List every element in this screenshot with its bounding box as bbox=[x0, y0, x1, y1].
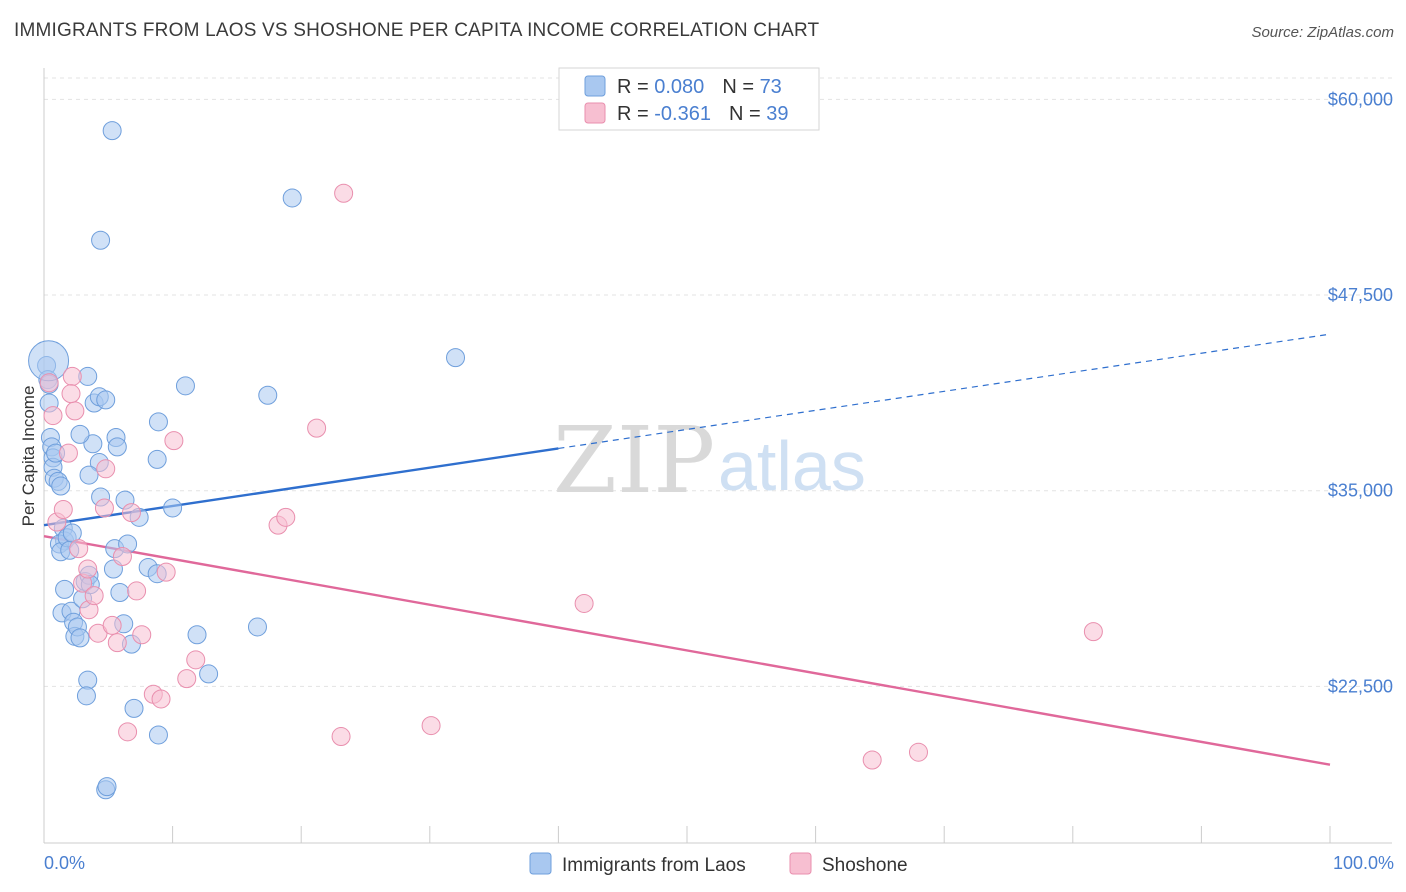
series-immigrants-from-laos-points bbox=[28, 121, 466, 800]
data-point bbox=[163, 498, 183, 518]
data-point bbox=[96, 459, 116, 479]
data-point bbox=[43, 406, 63, 426]
data-point bbox=[110, 582, 130, 602]
legend-r-label-pink: R = bbox=[617, 103, 654, 125]
x-minor-ticks bbox=[43, 826, 1331, 843]
legend-swatch-pink bbox=[584, 102, 606, 124]
data-point bbox=[51, 476, 71, 496]
grid-lines bbox=[44, 77, 1392, 687]
watermark-atlas: atlas bbox=[718, 427, 866, 505]
y-tick-label: $47,500 bbox=[1328, 285, 1393, 305]
series-legend-swatch-blue bbox=[529, 852, 552, 875]
data-point bbox=[186, 650, 206, 670]
legend-swatch-blue bbox=[584, 75, 606, 97]
y-axis-label: Per Capita Income bbox=[19, 386, 38, 527]
data-point bbox=[307, 418, 327, 438]
data-point bbox=[121, 503, 141, 523]
trend-line-blue bbox=[43, 447, 559, 527]
series-legend: Immigrants from Laos Shoshone bbox=[529, 852, 908, 876]
series-legend-label-blue: Immigrants from Laos bbox=[562, 855, 746, 876]
data-point bbox=[76, 686, 96, 706]
data-point bbox=[70, 424, 90, 444]
data-point bbox=[421, 716, 441, 736]
data-point bbox=[148, 412, 168, 432]
data-point bbox=[118, 722, 138, 742]
data-point bbox=[151, 689, 171, 709]
y-tick-labels: $22,500 $35,000 $47,500 $60,000 bbox=[1328, 89, 1393, 696]
data-point bbox=[132, 625, 152, 645]
data-point bbox=[164, 431, 184, 451]
legend-row-blue: R = 0.080 N = 73 bbox=[617, 76, 782, 98]
data-point bbox=[112, 546, 132, 566]
data-point bbox=[78, 559, 98, 579]
data-point bbox=[276, 507, 296, 527]
data-point bbox=[258, 385, 278, 405]
data-point bbox=[147, 449, 167, 469]
trend-lines bbox=[43, 333, 1331, 766]
legend-n-label-blue: N = bbox=[722, 76, 759, 98]
data-point bbox=[156, 562, 176, 582]
data-point bbox=[199, 664, 219, 684]
data-point bbox=[908, 742, 928, 762]
legend-r-value-blue: 0.080 bbox=[654, 76, 704, 98]
data-point bbox=[53, 500, 73, 520]
y-tick-label: $22,500 bbox=[1328, 676, 1393, 696]
x-tick-labels: 0.0% 100.0% bbox=[44, 853, 1394, 873]
data-point bbox=[331, 727, 351, 747]
watermark-zip: ZIP bbox=[553, 407, 715, 514]
series-legend-swatch-pink bbox=[789, 852, 812, 875]
data-point bbox=[1083, 622, 1103, 642]
data-point bbox=[127, 581, 147, 601]
data-point bbox=[247, 617, 267, 637]
y-tick-label: $60,000 bbox=[1328, 89, 1393, 109]
data-point bbox=[148, 725, 168, 745]
data-point bbox=[107, 437, 127, 457]
data-point bbox=[334, 183, 354, 203]
data-point bbox=[124, 698, 144, 718]
data-point bbox=[177, 669, 197, 689]
data-point bbox=[96, 390, 116, 410]
legend-row-pink: R = -0.361 N = 39 bbox=[617, 103, 788, 125]
series-shoshone-points bbox=[39, 183, 1103, 770]
data-point bbox=[187, 625, 207, 645]
legend-r-label-blue: R = bbox=[617, 76, 654, 98]
data-point bbox=[446, 348, 466, 368]
data-point bbox=[79, 465, 99, 485]
data-point bbox=[70, 628, 90, 648]
watermark: ZIP atlas bbox=[553, 407, 866, 514]
x-tick-label-max: 100.0% bbox=[1333, 853, 1394, 873]
data-point bbox=[282, 188, 302, 208]
legend-n-label-pink: N = bbox=[729, 103, 766, 125]
data-point bbox=[102, 615, 122, 635]
legend-r-value-pink: -0.361 bbox=[654, 103, 711, 125]
data-point bbox=[574, 593, 594, 613]
legend-n-value-blue: 73 bbox=[760, 76, 782, 98]
data-point bbox=[91, 230, 111, 250]
legend-n-value-pink: 39 bbox=[766, 103, 788, 125]
chart-title: IMMIGRANTS FROM LAOS VS SHOSHONE PER CAP… bbox=[14, 20, 820, 41]
data-point bbox=[69, 539, 89, 559]
correlation-legend: R = 0.080 N = 73 R = -0.361 N = 39 bbox=[558, 67, 820, 131]
data-point bbox=[97, 777, 117, 797]
x-tick-label-min: 0.0% bbox=[44, 853, 85, 873]
trend-line-pink bbox=[43, 534, 1331, 766]
data-point bbox=[58, 443, 78, 463]
data-point bbox=[55, 579, 75, 599]
data-point bbox=[102, 121, 122, 141]
trend-line-extension-blue bbox=[558, 333, 1331, 450]
data-point bbox=[39, 373, 59, 393]
data-point bbox=[61, 384, 81, 404]
data-point bbox=[83, 434, 103, 454]
data-point bbox=[94, 498, 114, 518]
data-point bbox=[175, 376, 195, 396]
data-point bbox=[65, 401, 85, 421]
series-legend-label-pink: Shoshone bbox=[822, 855, 908, 876]
data-point bbox=[107, 633, 127, 653]
data-point bbox=[84, 586, 104, 606]
data-point bbox=[62, 366, 82, 386]
y-tick-label: $35,000 bbox=[1328, 481, 1393, 501]
chart-source: Source: ZipAtlas.com bbox=[1251, 24, 1394, 41]
data-point bbox=[862, 750, 882, 770]
